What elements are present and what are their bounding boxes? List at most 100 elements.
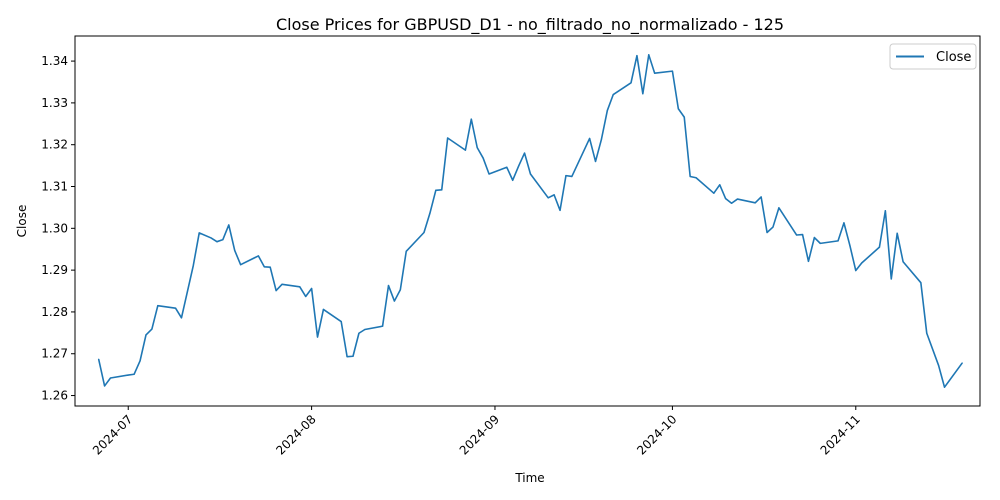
legend-label-close: Close — [936, 50, 971, 65]
data-point — [405, 250, 407, 252]
x-axis: 2024-07 2024-08 2024-09 2024-10 2024-11 — [90, 406, 863, 458]
data-point — [316, 336, 319, 338]
data-point — [813, 236, 815, 239]
data-point — [796, 234, 798, 236]
data-point — [884, 210, 886, 212]
data-point — [713, 192, 715, 194]
legend: Close — [889, 43, 977, 70]
data-point — [340, 320, 342, 323]
data-point — [725, 198, 727, 200]
chart-title: Close Prices for GBPUSD_D1 - no_filtrado… — [276, 15, 784, 35]
data-point — [198, 232, 200, 234]
data-point — [772, 226, 774, 228]
data-point — [210, 237, 212, 239]
data-point — [849, 244, 851, 247]
data-point — [281, 283, 283, 285]
data-point — [518, 165, 520, 167]
data-point — [393, 300, 396, 302]
data-point — [145, 334, 147, 336]
data-point — [269, 266, 271, 268]
x-tick-label: 2024-09 — [457, 412, 502, 457]
y-tick-label: 1.30 — [41, 221, 68, 235]
data-point — [435, 189, 437, 191]
data-point — [571, 175, 573, 178]
data-point — [512, 179, 514, 181]
data-point — [589, 137, 591, 140]
x-tick-label: 2024-08 — [273, 412, 318, 457]
legend-box — [889, 43, 977, 70]
data-point — [606, 109, 608, 112]
data-point — [594, 160, 597, 163]
data-point — [423, 231, 425, 234]
data-point — [861, 262, 863, 264]
data-point — [654, 72, 656, 74]
data-point — [600, 138, 603, 140]
data-point — [736, 198, 739, 200]
y-tick-label: 1.33 — [41, 96, 68, 110]
data-point — [352, 355, 354, 357]
data-point — [133, 373, 135, 375]
data-point — [222, 239, 224, 241]
data-point — [890, 278, 892, 280]
y-axis: 1.26 1.27 1.28 1.29 1.30 1.31 1.32 1.33 1.34 — [41, 54, 75, 403]
data-point — [565, 175, 567, 177]
data-point — [299, 286, 301, 288]
data-point — [855, 269, 857, 272]
data-point — [506, 166, 508, 168]
data-point — [843, 222, 845, 224]
data-point — [920, 282, 922, 284]
data-point — [98, 358, 100, 360]
data-point — [553, 194, 555, 196]
data-point — [234, 249, 236, 252]
data-point — [636, 55, 638, 57]
data-point — [476, 147, 478, 149]
data-point — [926, 332, 928, 334]
data-point — [671, 70, 674, 72]
y-tick-label: 1.26 — [41, 389, 68, 403]
y-tick-label: 1.28 — [41, 305, 68, 319]
data-point — [399, 289, 401, 291]
data-point — [695, 177, 697, 179]
data-point — [689, 175, 691, 178]
data-point — [896, 232, 898, 234]
data-point — [837, 240, 839, 242]
data-point — [630, 82, 632, 84]
data-point — [807, 260, 810, 262]
data-point — [346, 356, 348, 358]
y-tick-label: 1.34 — [41, 54, 68, 68]
y-tick-label: 1.32 — [41, 138, 68, 152]
data-point — [819, 242, 821, 244]
series-layer — [97, 54, 963, 388]
y-tick-label: 1.31 — [41, 180, 68, 194]
data-point — [381, 325, 384, 327]
data-point — [180, 317, 183, 319]
data-point — [937, 364, 940, 367]
data-point — [559, 209, 561, 211]
data-point — [464, 149, 466, 151]
y-tick-label: 1.29 — [41, 263, 68, 277]
data-point — [470, 118, 472, 120]
data-point — [547, 197, 549, 199]
data-point — [263, 266, 265, 268]
data-point — [730, 202, 733, 204]
y-axis-title: Close — [15, 205, 29, 238]
data-point — [523, 152, 526, 154]
data-point — [109, 377, 112, 379]
data-point — [387, 284, 390, 287]
data-point — [364, 328, 366, 331]
data-point — [719, 184, 721, 186]
data-point — [648, 54, 650, 56]
data-point — [174, 307, 177, 309]
data-point — [103, 385, 106, 387]
data-point — [677, 108, 679, 110]
data-point — [612, 93, 614, 96]
data-point — [529, 173, 532, 175]
data-point — [766, 231, 768, 234]
plot-frame — [74, 35, 981, 407]
data-point — [429, 212, 431, 214]
data-point — [139, 360, 141, 362]
x-tick-label: 2024-07 — [90, 412, 135, 457]
data-point — [961, 362, 963, 364]
data-point — [482, 157, 484, 159]
